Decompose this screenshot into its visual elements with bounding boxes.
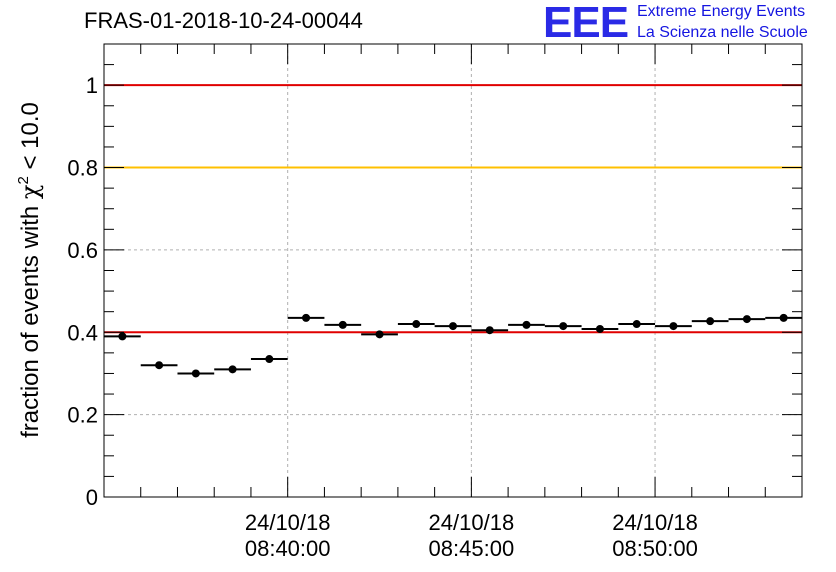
data-point: [559, 322, 568, 331]
y-tick-label: 0.8: [67, 156, 98, 181]
eee-logo: EEE Extreme Energy Events La Scienza nel…: [543, 0, 833, 48]
x-tick-time-label: 08:45:00: [429, 536, 515, 561]
x-tick-date-label: 24/10/18: [429, 510, 515, 535]
grid-lines: [104, 44, 802, 497]
x-tick-date-label: 24/10/18: [245, 510, 331, 535]
data-point: [155, 361, 164, 370]
x-tick-date-label: 24/10/18: [612, 510, 698, 535]
y-tick-labels: 0 0.2 0.4 0.6 0.8 1: [67, 73, 98, 510]
axis-ticks: [104, 43, 802, 498]
logo-line-1: Extreme Energy Events: [637, 3, 806, 20]
logo-line-2: La Scienza nelle Scuole: [637, 24, 808, 41]
y-tick-label: 0.6: [67, 238, 98, 263]
data-point: [522, 320, 531, 329]
y-tick-label: 0.2: [67, 403, 98, 428]
logo-mark: EEE: [543, 0, 629, 47]
chart-title: FRAS-01-2018-10-24-00044: [84, 8, 363, 33]
x-tick-time-label: 08:40:00: [245, 536, 331, 561]
data-point: [118, 332, 127, 341]
data-point: [706, 317, 715, 326]
data-points: [104, 313, 802, 378]
data-point: [412, 320, 421, 329]
plot-frame: [103, 43, 803, 498]
data-point: [228, 365, 237, 374]
data-point: [669, 322, 678, 331]
data-point: [779, 313, 788, 322]
data-point: [632, 320, 641, 329]
data-point: [595, 324, 604, 333]
y-tick-label: 1: [86, 73, 98, 98]
data-point: [191, 369, 200, 378]
data-point: [375, 330, 384, 339]
data-point: [449, 322, 457, 331]
y-tick-label: 0.4: [67, 320, 98, 345]
x-tick-labels: 24/10/1808:40:0024/10/1808:45:0024/10/18…: [245, 510, 698, 561]
y-axis-label: fraction of events with χ2 < 10.0: [15, 102, 44, 438]
x-tick-time-label: 08:50:00: [612, 536, 698, 561]
data-point: [742, 315, 751, 324]
reference-lines: [104, 84, 802, 334]
data-point: [485, 326, 494, 335]
data-point: [265, 355, 274, 364]
y-tick-label: 0: [86, 485, 98, 510]
data-point: [338, 320, 347, 329]
data-point: [302, 313, 311, 322]
